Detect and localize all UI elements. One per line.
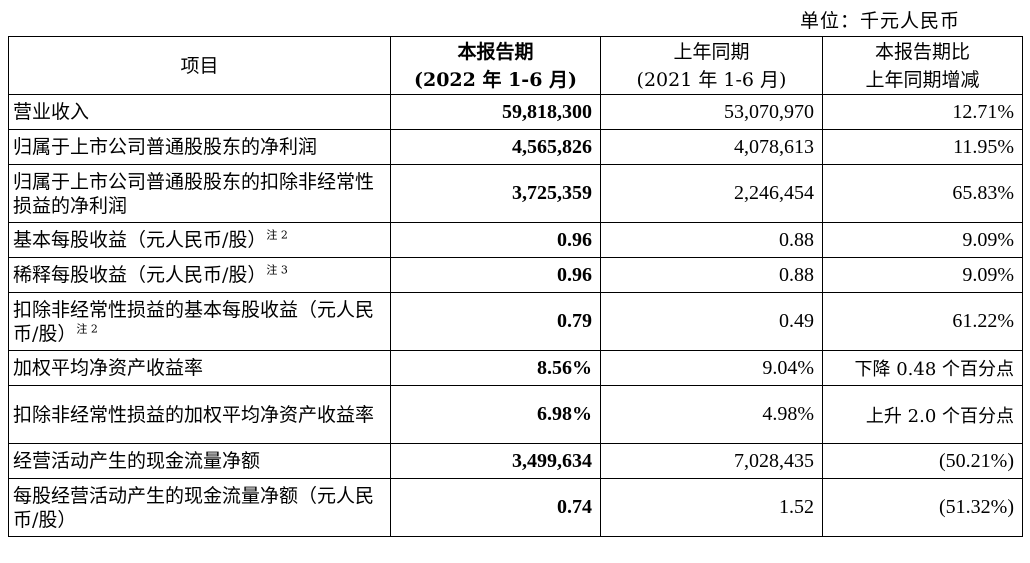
table-row: 加权平均净资产收益率 8.56% 9.04% 下降 0.48 个百分点: [8, 350, 1023, 386]
current-value: 3,725,359: [390, 164, 601, 223]
table-row: 归属于上市公司普通股股东的净利润 4,565,826 4,078,613 11.95%: [8, 129, 1023, 165]
prior-value: 7,028,435: [600, 443, 823, 479]
footnote-ref: 注 2: [76, 322, 98, 336]
change-value: 上升 2.0 个百分点: [822, 385, 1023, 444]
header-prior-period: 上年同期 (2021 年 1-6 月): [600, 36, 823, 95]
current-value: 3,499,634: [390, 443, 601, 479]
prior-value: 2,246,454: [600, 164, 823, 223]
table-row: 扣除非经常性损益的加权平均净资产收益率 6.98% 4.98% 上升 2.0 个百分点: [8, 385, 1023, 444]
table-row: 每股经营活动产生的现金流量净额（元人民币/股） 0.74 1.52 (51.32%): [8, 478, 1023, 537]
prior-value: 4,078,613: [600, 129, 823, 165]
current-value: 0.96: [390, 257, 601, 293]
prior-value: 0.49: [600, 292, 823, 351]
row-label: 加权平均净资产收益率: [8, 350, 391, 386]
table-row: 稀释每股收益（元人民币/股）注 3 0.96 0.88 9.09%: [8, 257, 1023, 293]
row-label-text: 扣除非经常性损益的基本每股收益（元人民币/股）: [13, 298, 375, 345]
prior-value: 1.52: [600, 478, 823, 537]
row-label: 经营活动产生的现金流量净额: [8, 443, 391, 479]
row-label-text: 稀释每股收益（元人民币/股）: [13, 264, 267, 286]
change-value: 61.22%: [822, 292, 1023, 351]
row-label-text: 归属于上市公司普通股股东的扣除非经常性损益的净利润: [13, 170, 375, 217]
financial-summary-table: 项目 本报告期 (2022 年 1-6 月) 上年同期 (2021 年 1-6 月)…: [8, 36, 1023, 537]
prior-value: 0.88: [600, 222, 823, 258]
row-label-text: 基本每股收益（元人民币/股）: [13, 229, 267, 251]
table-header-row: 项目 本报告期 (2022 年 1-6 月) 上年同期 (2021 年 1-6 月)…: [8, 36, 1023, 95]
table-row: 经营活动产生的现金流量净额 3,499,634 7,028,435 (50.21%): [8, 443, 1023, 479]
row-label: 营业收入: [8, 94, 391, 130]
current-value: 8.56%: [390, 350, 601, 386]
row-label: 扣除非经常性损益的加权平均净资产收益率: [8, 385, 391, 444]
current-value: 0.96: [390, 222, 601, 258]
row-label: 基本每股收益（元人民币/股）注 2: [8, 222, 391, 258]
current-value: 6.98%: [390, 385, 601, 444]
row-label-text: 经营活动产生的现金流量净额: [13, 450, 261, 472]
current-value: 0.74: [390, 478, 601, 537]
row-label: 稀释每股收益（元人民币/股）注 3: [8, 257, 391, 293]
header-change: 本报告期比 上年同期增减: [822, 36, 1023, 95]
change-value: 下降 0.48 个百分点: [822, 350, 1023, 386]
prior-value: 53,070,970: [600, 94, 823, 130]
change-value: (50.21%): [822, 443, 1023, 479]
row-label: 每股经营活动产生的现金流量净额（元人民币/股）: [8, 478, 391, 537]
change-value: 11.95%: [822, 129, 1023, 165]
table-row: 营业收入 59,818,300 53,070,970 12.71%: [8, 94, 1023, 130]
table-row: 归属于上市公司普通股股东的扣除非经常性损益的净利润 3,725,359 2,246,…: [8, 164, 1023, 223]
current-value: 59,818,300: [390, 94, 601, 130]
prior-value: 9.04%: [600, 350, 823, 386]
change-value: 9.09%: [822, 222, 1023, 258]
current-value: 0.79: [390, 292, 601, 351]
row-label-text: 加权平均净资产收益率: [13, 357, 204, 379]
row-label-text: 营业收入: [13, 101, 90, 123]
unit-label: 单位：千元人民币: [799, 10, 960, 32]
footnote-ref: 注 3: [266, 263, 288, 277]
table-row: 扣除非经常性损益的基本每股收益（元人民币/股）注 2 0.79 0.49 61.22%: [8, 292, 1023, 351]
change-value: (51.32%): [822, 478, 1023, 537]
row-label-text: 扣除非经常性损益的加权平均净资产收益率: [13, 403, 375, 426]
table-body: 营业收入 59,818,300 53,070,970 12.71% 归属于上市公司普通股…: [8, 94, 1023, 537]
change-value: 65.83%: [822, 164, 1023, 223]
row-label-text: 每股经营活动产生的现金流量净额（元人民币/股）: [13, 484, 375, 531]
change-value: 12.71%: [822, 94, 1023, 130]
change-value: 9.09%: [822, 257, 1023, 293]
header-item: 项目: [8, 36, 391, 95]
row-label: 归属于上市公司普通股股东的扣除非经常性损益的净利润: [8, 164, 391, 223]
header-current-period: 本报告期 (2022 年 1-6 月): [390, 36, 601, 95]
prior-value: 4.98%: [600, 385, 823, 444]
row-label: 归属于上市公司普通股股东的净利润: [8, 129, 391, 165]
footnote-ref: 注 2: [266, 228, 288, 242]
row-label-text: 归属于上市公司普通股股东的净利润: [13, 136, 318, 158]
row-label: 扣除非经常性损益的基本每股收益（元人民币/股）注 2: [8, 292, 391, 351]
table-row: 基本每股收益（元人民币/股）注 2 0.96 0.88 9.09%: [8, 222, 1023, 258]
prior-value: 0.88: [600, 257, 823, 293]
current-value: 4,565,826: [390, 129, 601, 165]
